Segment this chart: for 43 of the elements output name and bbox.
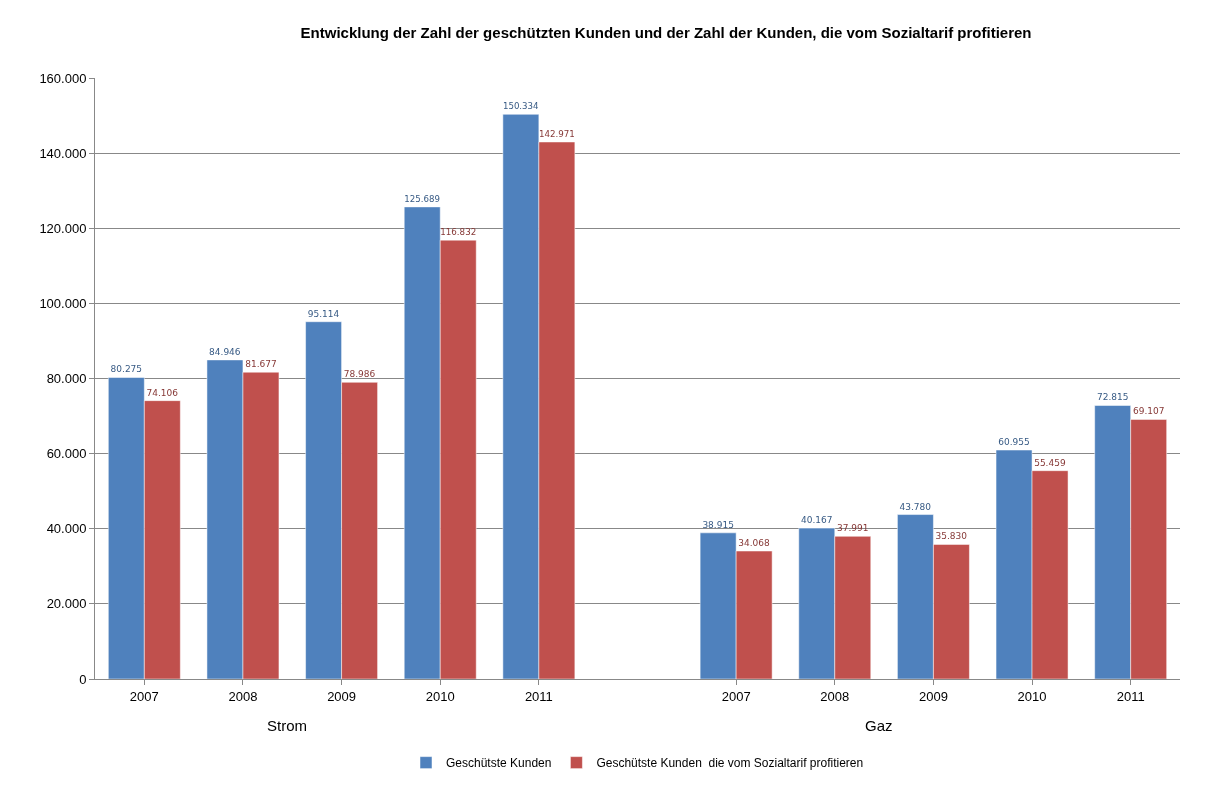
data-label: 81.677 (245, 359, 277, 370)
x-tick-label: 2009 (327, 688, 357, 704)
data-label: 116.832 (440, 227, 477, 238)
data-label: 84.946 (209, 346, 241, 357)
data-label: 34.068 (738, 538, 771, 549)
data-label: 69.107 (1132, 406, 1165, 417)
x-tick-label: 2008 (228, 688, 258, 704)
data-label: 43.780 (899, 501, 932, 512)
x-tick-label: 2007 (721, 688, 751, 704)
text: Strom (267, 717, 308, 734)
x-tick-label: 2008 (820, 688, 850, 704)
data-label: 55.459 (1034, 457, 1066, 468)
y-tick-label: 100.000 (39, 295, 87, 311)
data-label: 142.971 (538, 129, 575, 140)
data-label: 60.955 (998, 437, 1030, 448)
data-label: 95.114 (307, 308, 340, 319)
x-tick-label: 2010 (1017, 688, 1047, 704)
y-tick-label: 140.000 (39, 145, 87, 161)
chart-title: Entwicklung der Zahl der geschützten Kunden und der Zahl der Kunden, die vom Sozialtarif profitieren (300, 24, 1032, 42)
data-label: 72.815 (1096, 392, 1129, 403)
x-tick-label: 2007 (129, 688, 159, 704)
x-tick-label: 2010 (425, 688, 455, 704)
x-tick-label: 2009 (918, 688, 948, 704)
data-label: 78.986 (343, 369, 376, 380)
x-tick-label: 2011 (524, 688, 553, 704)
y-tick-label: 120.000 (39, 220, 87, 236)
legend-label: Geschütste Kunden die vom Sozialtarif profitieren (596, 756, 864, 771)
y-tick-label: 20.000 (46, 596, 87, 612)
data-label: 40.167 (801, 515, 833, 526)
data-label: 125.689 (404, 193, 440, 204)
x-tick-label: 2011 (1116, 688, 1145, 704)
legend-label: Geschütste Kunden (446, 756, 552, 771)
y-tick-label: 0 (79, 671, 87, 687)
text: Gaz (865, 717, 893, 734)
y-tick-label: 40.000 (46, 521, 87, 537)
data-label: 150.334 (502, 101, 539, 112)
y-tick-label: 160.000 (39, 70, 87, 86)
data-label: 74.106 (146, 387, 179, 398)
data-label: 80.275 (110, 364, 143, 375)
y-tick-label: 60.000 (46, 446, 87, 462)
y-tick-label: 80.000 (46, 371, 87, 387)
data-label: 35.830 (935, 531, 968, 542)
data-label: 38.915 (702, 519, 734, 530)
